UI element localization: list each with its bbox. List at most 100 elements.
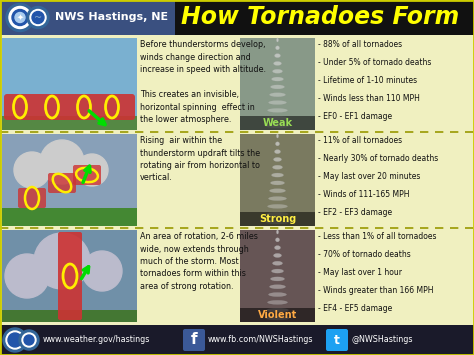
Text: - May last over 1 hour: - May last over 1 hour [318,268,402,277]
Text: How Tornadoes Form: How Tornadoes Form [181,5,459,28]
Ellipse shape [274,246,281,250]
Text: NWS Hastings, NE: NWS Hastings, NE [55,12,168,22]
Bar [2,116,137,130]
Bar [0,36,474,324]
Circle shape [12,10,28,26]
Circle shape [32,11,44,23]
Bar [2,134,137,226]
Text: - Less than 1% of all tornadoes: - Less than 1% of all tornadoes [318,232,437,241]
Circle shape [24,335,34,345]
Text: - EF4 - EF5 damage: - EF4 - EF5 damage [318,304,392,313]
Bar [2,230,137,322]
Ellipse shape [271,277,284,281]
Text: Before thunderstorms develop,
winds change direction and
increase in speed with : Before thunderstorms develop, winds chan… [140,40,266,124]
Text: - Winds of 111-165 MPH: - Winds of 111-165 MPH [318,190,410,199]
Ellipse shape [270,285,285,289]
Ellipse shape [273,158,282,162]
Ellipse shape [265,316,290,320]
Ellipse shape [266,212,289,216]
Bar [2,208,137,226]
Ellipse shape [272,77,283,81]
Text: An area of rotation, 2-6 miles
wide, now extends through
much of the storm. Most: An area of rotation, 2-6 miles wide, now… [140,232,258,291]
Bar [240,116,315,130]
Ellipse shape [266,308,289,312]
Ellipse shape [273,253,282,257]
Ellipse shape [273,61,282,65]
FancyBboxPatch shape [4,94,135,120]
Circle shape [82,251,122,291]
Circle shape [3,328,27,352]
Bar [2,38,137,130]
Bar [2,134,137,226]
Ellipse shape [271,181,284,185]
Text: - 70% of tornado deaths: - 70% of tornado deaths [318,250,411,259]
Ellipse shape [275,238,280,242]
Text: - 11% of all tornadoes: - 11% of all tornadoes [318,136,402,145]
Bar [2,38,137,130]
Ellipse shape [267,300,288,304]
Circle shape [19,330,39,350]
Text: Strong: Strong [259,214,296,224]
Ellipse shape [273,165,283,169]
Circle shape [76,154,108,186]
Circle shape [15,12,25,22]
FancyBboxPatch shape [58,232,82,320]
Ellipse shape [270,189,285,193]
FancyBboxPatch shape [73,165,101,185]
Text: - EF2 - EF3 damage: - EF2 - EF3 damage [318,208,392,217]
Text: f: f [191,333,197,348]
Bar [0,0,175,35]
FancyBboxPatch shape [48,173,76,193]
Ellipse shape [275,142,280,146]
Bar [240,212,315,226]
Ellipse shape [272,173,283,177]
Ellipse shape [268,293,286,296]
FancyBboxPatch shape [326,329,348,351]
Circle shape [9,6,31,28]
Text: Weak: Weak [263,118,292,128]
Text: t: t [334,333,340,346]
Ellipse shape [268,197,286,201]
Circle shape [22,333,36,347]
Ellipse shape [274,54,281,58]
Text: - Winds less than 110 MPH: - Winds less than 110 MPH [318,94,420,103]
Bar [240,308,315,322]
Ellipse shape [276,230,279,234]
Ellipse shape [273,69,283,73]
Text: - Nearly 30% of tornado deaths: - Nearly 30% of tornado deaths [318,154,438,163]
Text: - May last over 20 minutes: - May last over 20 minutes [318,172,420,181]
Circle shape [14,152,50,188]
Text: www.fb.com/NWSHastings: www.fb.com/NWSHastings [208,335,313,344]
Text: ✦: ✦ [17,13,24,22]
Ellipse shape [273,261,283,265]
Bar [0,325,474,355]
Ellipse shape [271,85,284,89]
Bar [175,0,474,35]
Circle shape [27,6,49,28]
Bar [240,38,315,130]
Ellipse shape [267,204,288,208]
Text: - Lifetime of 1-10 minutes: - Lifetime of 1-10 minutes [318,76,417,85]
Ellipse shape [270,93,285,97]
Ellipse shape [275,46,280,50]
Circle shape [6,331,24,349]
Text: - EF0 - EF1 damage: - EF0 - EF1 damage [318,112,392,121]
Ellipse shape [276,38,279,42]
Ellipse shape [265,220,290,224]
Circle shape [5,254,49,298]
Circle shape [6,4,34,32]
Bar [240,134,315,226]
Text: @NWSHastings: @NWSHastings [352,335,413,344]
Ellipse shape [266,116,289,120]
Bar [2,310,137,322]
Text: Rising  air within the
thunderstorm updraft tilts the
rotating air from horizont: Rising air within the thunderstorm updra… [140,136,260,182]
Circle shape [30,10,46,26]
Ellipse shape [272,269,283,273]
Circle shape [40,140,84,184]
Text: Violent: Violent [258,310,297,320]
FancyBboxPatch shape [18,188,46,208]
Bar [240,230,315,322]
Text: - Winds greater than 166 MPH: - Winds greater than 166 MPH [318,286,434,295]
Text: - 88% of all tornadoes: - 88% of all tornadoes [318,40,402,49]
Bar [2,230,137,322]
